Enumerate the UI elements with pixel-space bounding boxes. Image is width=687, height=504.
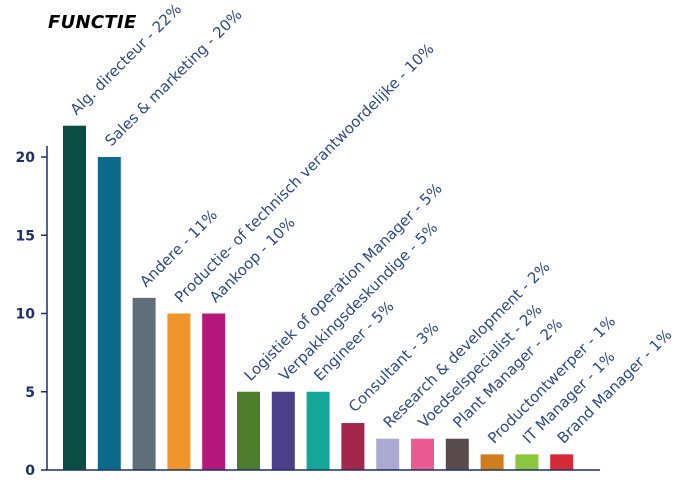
bar [445, 438, 469, 470]
category-label: Alg. directeur - 22% [67, 0, 185, 118]
axis-lines [46, 146, 600, 471]
category-label: Sales & marketing - 20% [101, 6, 245, 150]
y-tick-label: 5 [25, 385, 35, 401]
bar [237, 391, 260, 470]
bar [411, 438, 434, 470]
bar [97, 157, 121, 470]
y-tick-label: 0 [25, 463, 35, 479]
category-label: Verpakkingsdeskundige - 5% [275, 219, 441, 385]
category-labels: Alg. directeur - 22%Sales & marketing - … [67, 0, 676, 447]
chart-title: FUNCTIE [48, 12, 137, 33]
bar [306, 391, 330, 470]
bar [480, 454, 504, 470]
bar [376, 438, 400, 470]
bar [63, 125, 86, 470]
bars [63, 125, 574, 470]
bar [515, 454, 539, 470]
bar [341, 423, 365, 470]
y-tick-label: 10 [16, 307, 36, 323]
y-tick-label: 15 [16, 228, 35, 244]
y-tick-label: 20 [16, 150, 36, 166]
bar [202, 313, 226, 470]
y-axis: 0 5 10 15 20 [16, 150, 47, 479]
bar [550, 454, 574, 470]
bar [132, 297, 156, 470]
bar [167, 313, 191, 470]
bar [271, 391, 295, 470]
